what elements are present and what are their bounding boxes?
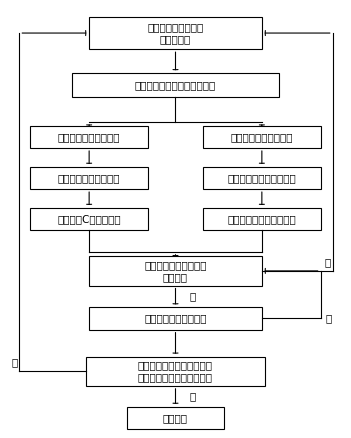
FancyBboxPatch shape xyxy=(89,17,262,49)
FancyBboxPatch shape xyxy=(203,167,320,189)
Text: 计算设计弧形耳板尺寸: 计算设计弧形耳板尺寸 xyxy=(144,314,207,323)
Text: 校核销轴强度是否满足
使用需求: 校核销轴强度是否满足 使用需求 xyxy=(144,260,207,282)
Text: 确定销轴和转轴的高度: 确定销轴和转轴的高度 xyxy=(58,173,120,183)
FancyBboxPatch shape xyxy=(31,167,148,189)
FancyBboxPatch shape xyxy=(203,126,320,148)
FancyBboxPatch shape xyxy=(31,126,148,148)
Text: 否: 否 xyxy=(326,314,332,323)
FancyBboxPatch shape xyxy=(31,208,148,230)
Text: 设计弹簧钢的盘旋长度: 设计弹簧钢的盘旋长度 xyxy=(58,132,120,142)
FancyBboxPatch shape xyxy=(86,357,265,386)
Text: 计算设计C形夹具尺寸: 计算设计C形夹具尺寸 xyxy=(57,214,121,224)
Text: 计算耗能器的工作拉力: 计算耗能器的工作拉力 xyxy=(231,132,293,142)
Text: 预设销轴直径并计算
转轴内外径: 预设销轴直径并计算 转轴内外径 xyxy=(147,22,204,44)
FancyBboxPatch shape xyxy=(89,256,262,286)
FancyBboxPatch shape xyxy=(203,208,320,230)
Text: 否: 否 xyxy=(325,257,331,267)
FancyBboxPatch shape xyxy=(127,406,224,429)
Text: 是: 是 xyxy=(189,391,196,401)
Text: 否: 否 xyxy=(11,357,18,367)
FancyBboxPatch shape xyxy=(72,73,279,97)
Text: 设计完成: 设计完成 xyxy=(163,413,188,423)
Text: 计算设计弹簧钢伸出部分: 计算设计弹簧钢伸出部分 xyxy=(227,214,296,224)
Text: 是: 是 xyxy=(189,291,196,301)
Text: 计算设计弹簧钢截面尺寸: 计算设计弹簧钢截面尺寸 xyxy=(227,173,296,183)
Text: 通过数值仿真计算或实验检
验耗能器是否满足使用需求: 通过数值仿真计算或实验检 验耗能器是否满足使用需求 xyxy=(138,360,213,382)
Text: 预估弹簧钢工作时的拉伸长度: 预估弹簧钢工作时的拉伸长度 xyxy=(135,80,216,90)
FancyBboxPatch shape xyxy=(89,307,262,330)
